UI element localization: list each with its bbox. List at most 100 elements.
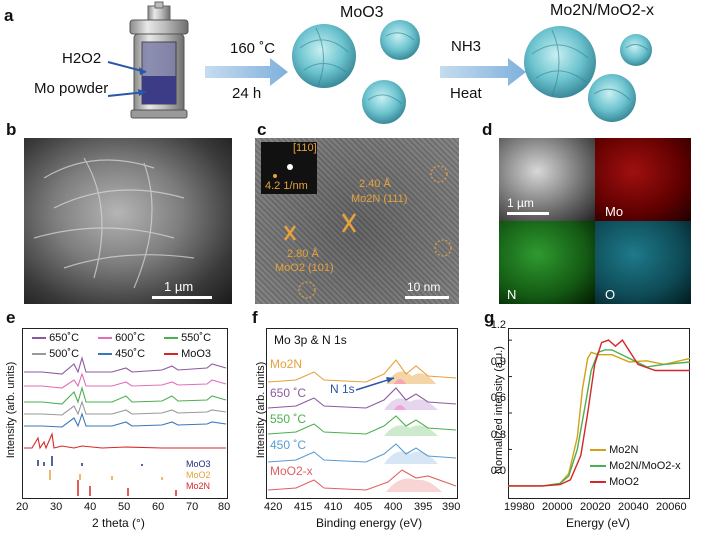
panel-label-a: a [4,6,14,25]
d-spacing-2: 2.80 Å [287,248,319,260]
panel-label-e: e [6,308,16,327]
xanes-series-line [508,349,691,487]
f-xtick: 395 [414,501,433,513]
product-mo2n-moo2x: Mo2N/MoO2-x [550,2,655,19]
eds-label-o: O [605,287,616,302]
arrow-2 [440,58,526,86]
d-spacing-1: 2.40 Å [359,178,391,190]
e-xtick: 50 [118,501,131,513]
e-xtick: 60 [152,501,165,513]
f-xtick: 410 [324,501,343,513]
panel-label-f: f [252,308,258,327]
fft-scale: 4.2 1/nm [265,180,308,192]
e-xtick: 80 [218,501,231,513]
eds-map-n: N [499,221,595,304]
d-phase-1: Mo2N (111) [351,193,408,205]
e-ref-mo2n: Mo2N [186,481,211,491]
g-xtick: 20000 [542,501,573,513]
g-ytick: 0.6 [490,392,506,404]
e-xtick: 40 [84,501,97,513]
g-legend-mo2n: Mo2N [609,444,639,456]
e-xlabel: 2 theta (°) [92,516,145,530]
xrd-chart [22,328,228,499]
xrd-550 [24,385,227,405]
condition-heat: Heat [450,85,482,102]
e-xtick: 30 [50,501,63,513]
eds-scale-label: 1 µm [507,196,534,210]
g-xtick: 20040 [618,501,649,513]
fft-index: [110] [293,142,317,154]
f-label-moo2x: MoO2-x [270,464,313,478]
xanes-series-line [508,339,690,487]
g-legend-mo2n-moo2x: Mo2N/MoO2-x [609,460,681,472]
e-legend-550: 550˚C [181,332,212,344]
g-ytick: 0.3 [490,429,506,441]
moo3-flower-icons [292,20,420,124]
e-legend-450: 450˚C [115,348,146,360]
e-xticks: 20 30 40 50 60 70 80 [14,501,234,515]
panel-label-d: d [482,120,493,139]
condition-temperature: 160 ˚C [230,40,276,57]
arrow-1 [205,58,288,86]
f-xtick: 415 [294,501,313,513]
eds-map-o: O [595,221,691,304]
g-ytick: 0.0 [490,465,506,477]
panel-label-b: b [6,120,17,139]
f-label-550: 550 ˚C [270,412,307,426]
g-xlabel: Energy (eV) [566,516,631,530]
e-legend: 650˚C 600˚C 550˚C 500˚C 450˚C MoO3 [30,328,230,368]
e-ref-moo3: MoO3 [186,459,211,469]
g-xtick: 19980 [504,501,535,513]
eds-map-mo: Mo [595,138,691,221]
xrd-450 [24,412,227,428]
f-xtick: 390 [442,501,461,513]
g-xtick: 20020 [580,501,611,513]
g-legend-moo2: MoO2 [609,476,640,488]
e-legend-moo3: MoO3 [181,348,212,360]
d-phase-2: MoO2 (101) [275,262,334,274]
eds-map-haadf: 1 µm [499,138,595,221]
g-ytick: 1.2 [490,319,506,331]
g-legend: Mo2N Mo2N/MoO2-x MoO2 [590,444,690,492]
f-label-mo2n: Mo2N [270,357,303,371]
e-legend-600: 600˚C [115,332,146,344]
hrtem-image: [110] 4.2 1/nm 2.40 Å Mo2N (111) 2.80 Å … [255,138,459,304]
f-xtick: 420 [264,501,283,513]
g-xticks: 19980 20000 20020 20040 20060 [500,501,700,515]
hrtem-scale-label: 10 nm [407,280,441,294]
f-label-450: 450 ˚C [270,438,307,452]
xrd-500 [24,400,227,416]
condition-nh3: NH3 [451,38,482,55]
e-legend-500: 500˚C [49,348,80,360]
sem-image: 1 µm [24,138,232,304]
xps-chart [266,328,458,499]
f-title: Mo 3p & N 1s [274,333,347,347]
panel-label-c: c [257,120,267,139]
e-ref-moo2: MoO2 [186,470,211,480]
xrd-moo3 [24,431,226,450]
panel-label-g: g [484,308,495,327]
f-xtick: 400 [384,501,403,513]
g-ytick: 0.9 [490,356,506,368]
reactant-h2o2: H2O2 [62,50,102,67]
e-legend-650: 650˚C [49,332,80,344]
reactant-mo-powder: Mo powder [34,80,109,97]
f-xtick: 405 [354,501,373,513]
autoclave-icon [129,1,189,119]
panel-a-scheme [107,1,652,124]
eds-label-n: N [507,287,517,302]
xrd-600 [24,372,227,389]
g-xtick: 20060 [656,501,687,513]
e-xtick: 20 [16,501,29,513]
product-moo3: MoO3 [340,4,384,21]
fft-inset [261,142,317,194]
f-xlabel: Binding energy (eV) [316,516,423,530]
g-yticks: 0.0 0.3 0.6 0.9 1.2 [482,319,508,500]
f-label-650: 650 ˚C [270,386,307,400]
xrd-650 [24,355,227,375]
condition-time: 24 h [232,85,262,102]
eds-label-mo: Mo [605,204,624,219]
f-xticks: 420 415 410 405 400 395 390 [262,501,462,515]
mo2n-flower-icons [524,26,652,122]
